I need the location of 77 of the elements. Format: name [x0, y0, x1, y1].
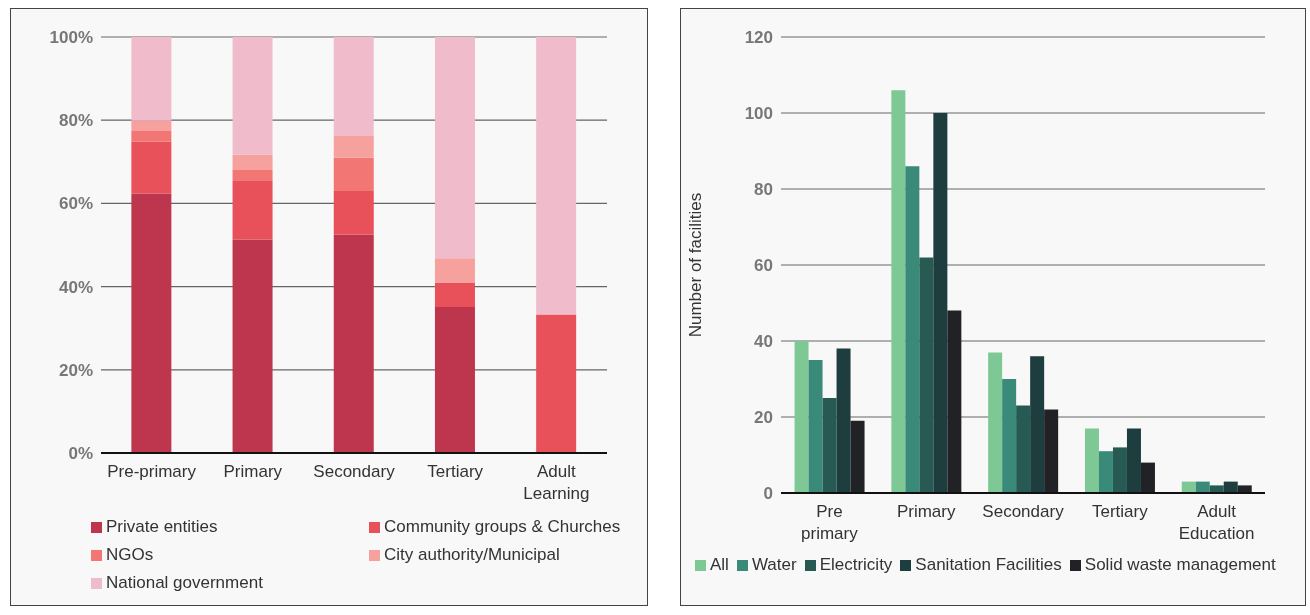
- bar: [1044, 409, 1059, 493]
- bar: [1098, 451, 1113, 493]
- bar: [131, 193, 172, 453]
- x-tick-label: Primary: [223, 462, 283, 481]
- x-tick-label: Adult Learning: [523, 462, 590, 503]
- bar: [333, 136, 374, 158]
- bar: [808, 360, 823, 493]
- bar: [333, 234, 374, 453]
- x-tick-label: Tertiary: [1091, 502, 1149, 521]
- bar: [1002, 379, 1017, 493]
- bar: [947, 310, 962, 493]
- bar: [333, 37, 374, 137]
- bar: [536, 314, 577, 453]
- bar: [232, 180, 273, 240]
- y-tick-label: 80: [754, 180, 773, 200]
- legend-label: Electricity: [819, 554, 893, 576]
- bar: [794, 341, 809, 493]
- legend-label: Solid waste management: [1084, 554, 1276, 576]
- legend-label: Water: [751, 554, 797, 576]
- bar: [131, 120, 172, 132]
- y-tick-label: 100: [744, 104, 773, 124]
- bar: [131, 141, 172, 194]
- x-tick-label: Pre primary: [801, 502, 859, 543]
- bar: [333, 157, 374, 191]
- bar: [1030, 356, 1045, 493]
- x-tick-label: Secondary: [313, 462, 396, 481]
- legend-label: City authority/Municipal: [384, 544, 560, 566]
- y-axis-title: Number of facilities: [686, 192, 706, 338]
- bar: [919, 257, 934, 493]
- x-tick-label: Pre-primary: [107, 462, 197, 481]
- bar: [434, 306, 475, 453]
- y-tick-label: 20: [754, 408, 773, 428]
- bar: [988, 352, 1003, 493]
- y-tick-label: 60%: [58, 194, 93, 214]
- y-tick-label: 100%: [49, 28, 93, 48]
- bar: [232, 239, 273, 453]
- x-tick-label: Adult Education: [1178, 502, 1255, 543]
- bar: [933, 113, 948, 493]
- bar: [836, 348, 851, 493]
- y-tick-label: 0%: [68, 444, 93, 464]
- legend-label: Sanitation Facilities: [915, 554, 1062, 576]
- bar: [434, 258, 475, 283]
- bar: [1209, 485, 1224, 493]
- legend-label: All: [710, 554, 729, 576]
- legend-label: National government: [106, 572, 263, 594]
- y-tick-label: 40: [754, 332, 773, 352]
- bar: [891, 90, 906, 493]
- y-tick-label: 80%: [58, 111, 93, 131]
- y-tick-label: 60: [754, 256, 773, 276]
- bar: [1084, 428, 1099, 493]
- bar: [131, 37, 172, 121]
- bar: [434, 282, 475, 307]
- x-tick-label: Secondary: [982, 502, 1065, 521]
- bar: [822, 398, 837, 493]
- bar: [232, 37, 273, 155]
- y-tick-label: 120: [744, 28, 773, 48]
- bar: [850, 420, 865, 493]
- x-tick-label: Primary: [896, 502, 956, 521]
- bar: [905, 166, 920, 493]
- bar: [536, 37, 577, 315]
- bar: [1016, 405, 1031, 493]
- bar: [1140, 462, 1155, 493]
- y-tick-label: 20%: [58, 360, 93, 380]
- legend-label: NGOs: [106, 544, 154, 566]
- bar: [333, 190, 374, 235]
- bar: [1112, 447, 1127, 493]
- y-tick-label: 0: [763, 484, 773, 504]
- bar: [232, 154, 273, 171]
- y-tick-label: 40%: [58, 277, 93, 297]
- bar: [131, 131, 172, 142]
- legend-label: Private entities: [106, 516, 218, 538]
- bar: [1126, 428, 1141, 493]
- bar: [434, 37, 475, 259]
- legend-label: Community groups & Churches: [384, 516, 621, 538]
- x-tick-label: Tertiary: [427, 462, 484, 481]
- bar: [232, 170, 273, 181]
- bar: [1237, 485, 1252, 493]
